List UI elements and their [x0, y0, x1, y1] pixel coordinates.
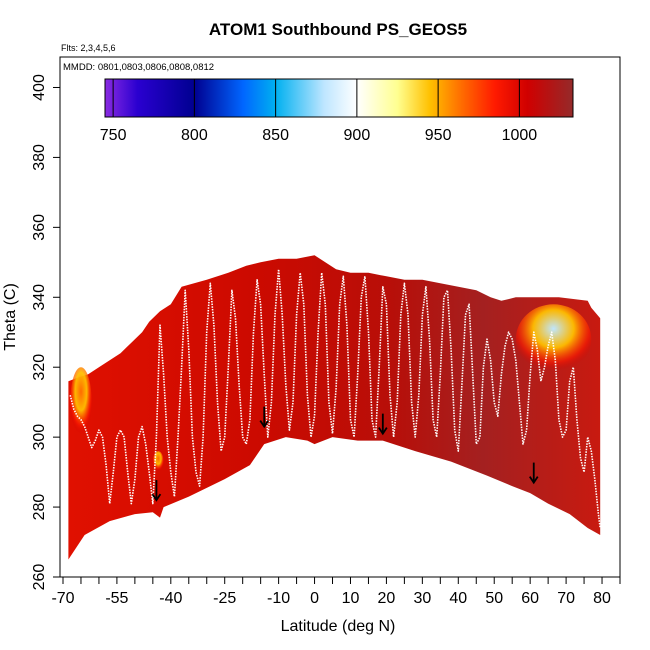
- dates-annotation: MMDD: 0801,0803,0806,0808,0812: [63, 62, 214, 73]
- colorbar-tick-label: 900: [344, 127, 371, 144]
- colorbar-tick-label: 1000: [502, 127, 538, 144]
- chart-title: ATOM1 Southbound PS_GEOS5: [209, 20, 467, 39]
- flight-track: [69, 268, 601, 529]
- colorbar-tick-label: 950: [425, 127, 452, 144]
- flights-annotation: Flts: 2,3,4,5,6: [61, 43, 116, 53]
- x-tick-label: 10: [342, 590, 360, 607]
- colorbar-tick-label: 850: [262, 127, 289, 144]
- y-tick-label: 260: [31, 564, 48, 591]
- colorbar-tick-label: 800: [181, 127, 208, 144]
- y-tick-label: 360: [31, 214, 48, 241]
- plot-content: [68, 255, 601, 560]
- x-tick-label: -55: [105, 590, 128, 607]
- x-tick-label: 0: [310, 590, 319, 607]
- x-tick-label: 70: [557, 590, 575, 607]
- warm-patch: [70, 367, 92, 438]
- y-tick-label: 400: [31, 74, 48, 101]
- arrow-marker: [259, 406, 269, 429]
- warm-patch: [515, 304, 592, 375]
- y-axis-label: Theta (C): [2, 283, 19, 351]
- arrow-marker: [151, 480, 162, 502]
- colorbar: 750 800 850 900 950 1000: [100, 78, 574, 144]
- arrow-marker: [378, 413, 388, 436]
- y-tick-label: 340: [31, 284, 48, 311]
- x-tick-label: 30: [413, 590, 431, 607]
- y-tick-label: 300: [31, 424, 48, 451]
- y-tick-label: 280: [31, 494, 48, 521]
- axes: -70 -55 -40 -25 -10 0 10 20 30 40 50 60 70 80 260 280 30…: [31, 74, 621, 607]
- x-tick-label: -25: [213, 590, 236, 607]
- x-tick-label: -10: [267, 590, 290, 607]
- colorbar-tick-label: 750: [100, 127, 127, 144]
- x-tick-label: 80: [593, 590, 611, 607]
- x-tick-label: 50: [485, 590, 503, 607]
- arrow-marker: [529, 462, 539, 485]
- x-tick-label: -40: [159, 590, 182, 607]
- x-tick-label: -70: [51, 590, 74, 607]
- x-tick-label: 20: [378, 590, 396, 607]
- x-tick-label: 40: [449, 590, 467, 607]
- warm-patch: [152, 451, 164, 473]
- y-tick-label: 320: [31, 354, 48, 381]
- colorbar-gradient: [104, 78, 574, 118]
- x-axis-label: Latitude (deg N): [281, 618, 396, 635]
- y-tick-label: 380: [31, 144, 48, 171]
- x-tick-label: 60: [521, 590, 539, 607]
- plot-frame: [59, 56, 621, 578]
